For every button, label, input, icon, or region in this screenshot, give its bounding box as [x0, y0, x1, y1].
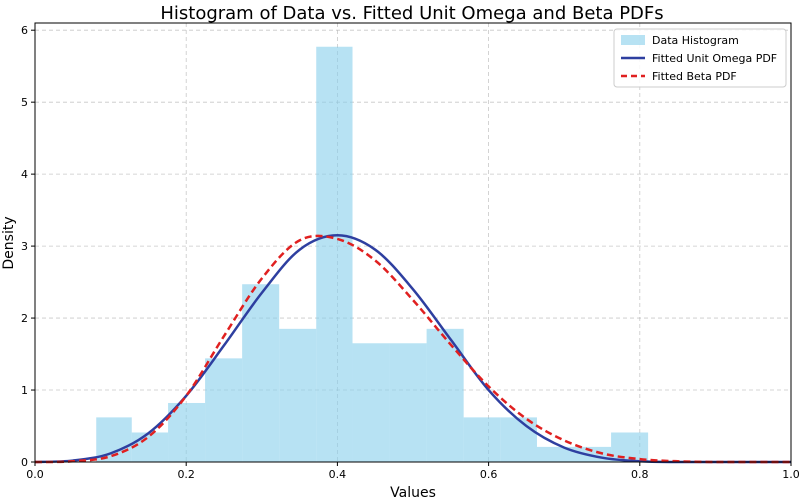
- y-axis-label: Density: [1, 216, 17, 269]
- chart-title: Histogram of Data vs. Fitted Unit Omega …: [160, 3, 663, 24]
- histogram-bar: [500, 417, 537, 462]
- legend-swatch-histogram: [621, 35, 645, 45]
- legend-label-beta: Fitted Beta PDF: [652, 70, 737, 83]
- plot-area: [34, 22, 792, 464]
- y-tick-label: 0: [21, 456, 28, 469]
- histogram-bar: [279, 328, 317, 462]
- legend-label-unit-omega: Fitted Unit Omega PDF: [652, 52, 777, 65]
- x-tick-label: 0.2: [177, 468, 195, 481]
- y-tick-label: 3: [21, 240, 28, 253]
- histogram-bar: [352, 343, 390, 462]
- plot-frame: [34, 22, 792, 463]
- histogram-bar: [205, 358, 243, 462]
- x-tick-label: 0.6: [480, 468, 498, 481]
- x-tick-label: 0.4: [329, 468, 347, 481]
- histogram-bar: [574, 446, 612, 462]
- legend-box: [613, 28, 787, 88]
- x-tick-label: 0.8: [631, 468, 649, 481]
- y-tick-label: 1: [21, 384, 28, 397]
- y-tick-label: 4: [21, 168, 28, 181]
- y-tick-label: 6: [21, 24, 28, 37]
- histogram-bar: [131, 432, 169, 462]
- y-axis-ticks: 0 1 2 3 4 5 6: [21, 24, 35, 469]
- histogram: [96, 46, 649, 463]
- beta-pdf-line: [34, 234, 791, 464]
- x-axis-label: Values: [390, 485, 436, 500]
- histogram-bar: [463, 417, 501, 462]
- y-tick-label: 2: [21, 312, 28, 325]
- legend: Data Histogram Fitted Unit Omega PDF Fit…: [613, 28, 787, 88]
- histogram-bar: [242, 284, 280, 462]
- legend-label-histogram: Data Histogram: [652, 34, 739, 47]
- histogram-bar: [316, 46, 353, 463]
- x-axis-ticks: 0.0 0.2 0.4 0.6 0.8 1.0: [26, 462, 800, 481]
- histogram-bar: [389, 343, 427, 462]
- x-tick-label: 1.0: [782, 468, 800, 481]
- x-tick-label: 0.0: [26, 468, 44, 481]
- y-tick-label: 5: [21, 96, 28, 109]
- histogram-bar: [536, 446, 575, 462]
